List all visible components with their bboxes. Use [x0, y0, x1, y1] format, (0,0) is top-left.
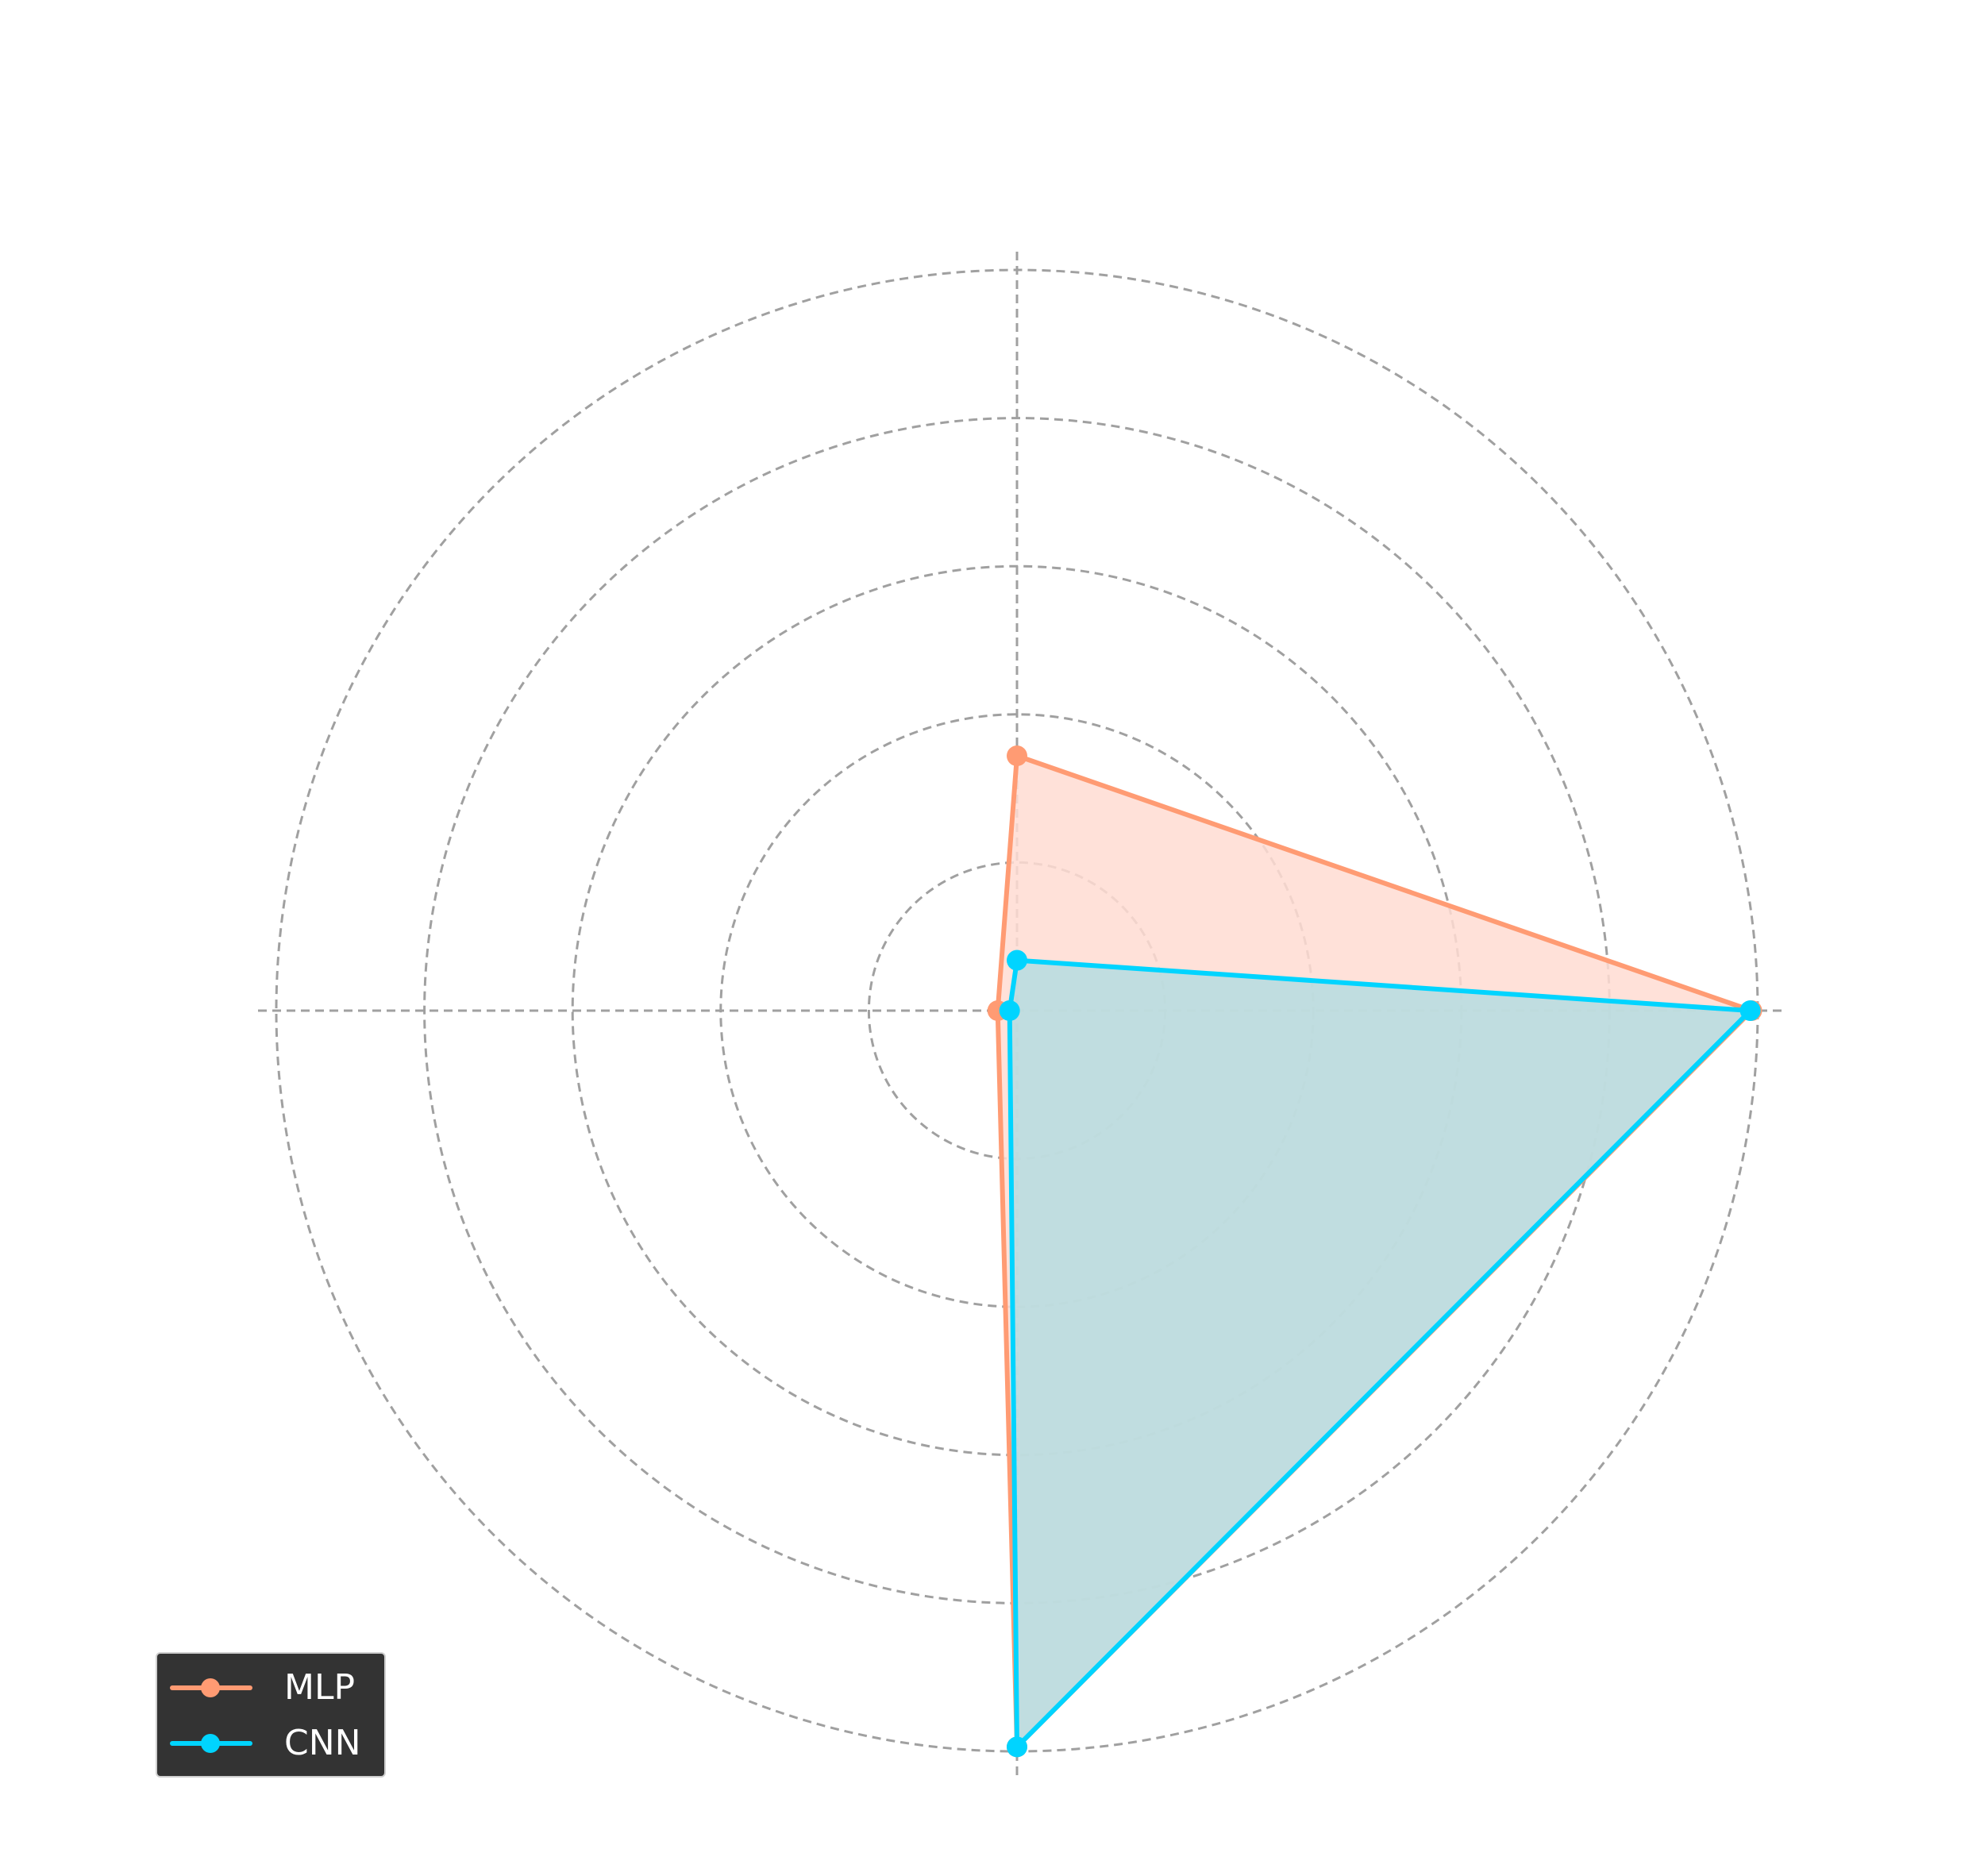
- legend-marker-cnn: [201, 1734, 220, 1753]
- legend-marker-mlp: [201, 1678, 220, 1697]
- data-point-cnn-1: [1007, 950, 1027, 971]
- data-point-cnn-2: [999, 1000, 1020, 1021]
- series-cnn: [999, 950, 1761, 1758]
- legend: MLP CNN: [156, 1652, 386, 1778]
- series-area-cnn: [1009, 960, 1751, 1747]
- legend-label-mlp: MLP: [284, 1667, 356, 1708]
- legend-item-mlp: MLP: [157, 1658, 384, 1714]
- legend-item-cnn: CNN: [157, 1714, 384, 1770]
- data-point-cnn-4: [1739, 1000, 1761, 1021]
- data-point-cnn-3: [1007, 1736, 1027, 1758]
- legend-label-cnn: CNN: [284, 1723, 361, 1763]
- data-point-mlp-1: [1007, 745, 1027, 767]
